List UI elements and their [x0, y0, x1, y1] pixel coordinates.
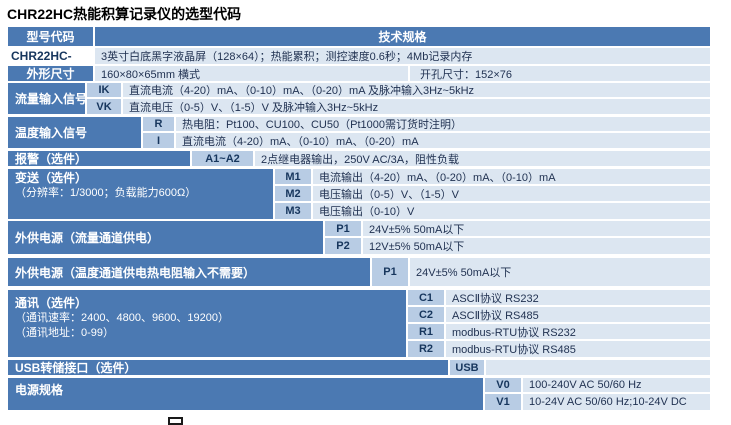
code-C2: C2	[408, 307, 444, 322]
page-title: CHR22HC热能积算记录仪的选型代码	[7, 6, 242, 22]
code-R1: R1	[408, 324, 444, 339]
code-R2: R2	[408, 341, 444, 357]
header-model-code: 型号代码	[8, 27, 93, 46]
header-tech-spec: 技术规格	[95, 27, 710, 46]
spec-R2: modbus-RTU协议 RS485	[446, 341, 710, 357]
flow-input-label: 流量输入信号	[8, 83, 85, 114]
code-M2: M2	[275, 186, 311, 201]
model-code-cell: CHR22HC-	[8, 48, 93, 64]
model-spec-cell: 3英寸白底黑字液晶屏（128×64）；热能累积；测控速度0.6秒；4Mb记录内存	[95, 48, 710, 64]
code-P1-flow: P1	[325, 221, 361, 236]
code-P1-temp: P1	[372, 258, 408, 286]
size-label: 外形尺寸	[8, 66, 93, 81]
spec-R1: modbus-RTU协议 RS232	[446, 324, 710, 339]
code-I: I	[143, 133, 174, 148]
spec-VK: 直流电压（0-5）V、（1-5）V 及脉冲输入3Hz~5kHz	[123, 99, 710, 114]
spec-M3: 电压输出（0-10）V	[313, 203, 710, 219]
size-spec-hole: 开孔尺寸：152×76	[410, 66, 710, 81]
spec-USB	[486, 360, 710, 375]
comm-label-line3: （通讯地址：0-99）	[15, 327, 115, 339]
usb-label: USB转储接口（选件）	[8, 360, 448, 375]
spec-C2: ASCⅡ协议 RS485	[446, 307, 710, 322]
transmit-label: 变送（选件） （分辨率：1/3000；负载能力600Ω）	[8, 169, 273, 219]
spec-P1-flow: 24V±5% 50mA以下	[363, 221, 710, 236]
comm-label: 通讯（选件） （通讯速率：2400、4800、9600、19200） （通讯地址…	[8, 290, 406, 357]
code-M1: M1	[275, 169, 311, 184]
code-P2-flow: P2	[325, 238, 361, 254]
spec-P2-flow: 12V±5% 50mA以下	[363, 238, 710, 254]
ext-power-flow-label: 外供电源（流量通道供电）	[8, 221, 323, 254]
comm-label-line2: （通讯速率：2400、4800、9600、19200）	[15, 312, 229, 324]
spec-I: 直流电流（4-20）mA、（0-10）mA、（0-20）mA	[176, 133, 710, 148]
ext-power-temp-label: 外供电源（温度通道供电热电阻输入不需要）	[8, 258, 370, 286]
spec-P1-temp: 24V±5% 50mA以下	[410, 258, 710, 286]
code-R: R	[143, 117, 174, 131]
spec-C1: ASCⅡ协议 RS232	[446, 290, 710, 305]
temp-input-label: 温度输入信号	[8, 117, 141, 148]
code-USB: USB	[450, 360, 484, 375]
spec-V1: 10-24V AC 50/60 Hz;10-24V DC	[523, 394, 710, 410]
transmit-label-line2: （分辨率：1/3000；负载能力600Ω）	[15, 187, 197, 199]
code-IK: IK	[87, 83, 121, 97]
spec-IK: 直流电流（4-20）mA、（0-10）mA、（0-20）mA 及脉冲输入3Hz~…	[123, 83, 710, 97]
spec-M2: 电压输出（0-5）V、（1-5）V	[313, 186, 710, 201]
spec-V0: 100-240V AC 50/60 Hz	[523, 378, 710, 392]
transmit-label-line1: 变送（选件）	[15, 171, 88, 185]
comm-label-line1: 通讯（选件）	[15, 296, 88, 310]
code-VK: VK	[87, 99, 121, 114]
spec-R: 热电阻：Pt100、CU100、CU50（Pt1000需订货时注明）	[176, 117, 710, 131]
spec-M1: 电流输出（4-20）mA、（0-20）mA、（0-10）mA	[313, 169, 710, 184]
size-spec: 160×80×65mm 横式	[95, 66, 408, 81]
code-V1: V1	[485, 394, 521, 410]
code-C1: C1	[408, 290, 444, 305]
code-A1A2: A1~A2	[192, 151, 253, 166]
partial-box-glyph	[168, 417, 183, 425]
code-V0: V0	[485, 378, 521, 392]
alarm-label: 报警（选件）	[8, 151, 190, 166]
spec-A1A2: 2点继电器输出，250V AC/3A，阻性负载	[255, 151, 710, 166]
power-label: 电源规格	[8, 378, 483, 410]
code-M3: M3	[275, 203, 311, 219]
